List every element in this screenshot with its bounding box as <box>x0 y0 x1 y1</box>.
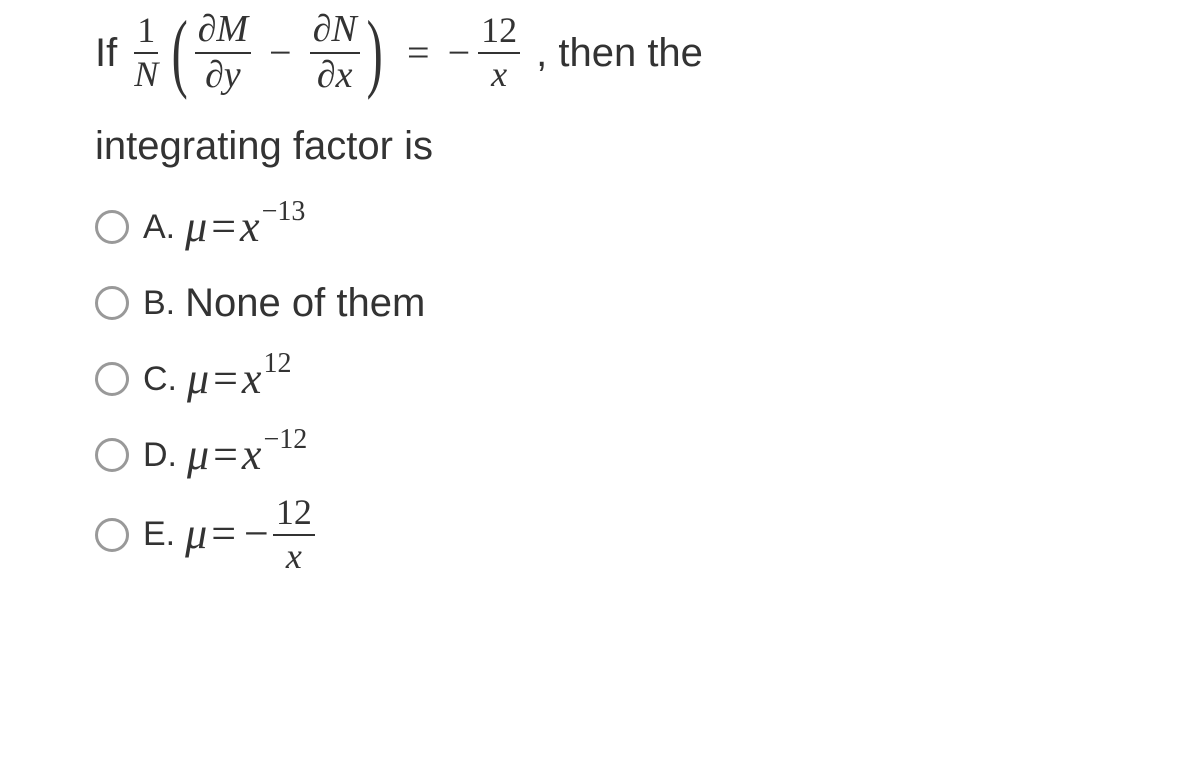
option-math: μ = x 12 <box>187 344 291 414</box>
option-e[interactable]: E. μ = − 12 x <box>95 494 1105 576</box>
option-math: μ = x −13 <box>185 192 305 262</box>
frac-num: ∂N <box>310 10 360 54</box>
question-block: If 1 N ( ∂M ∂y − ∂N ∂x ) = − 12 <box>95 10 1105 575</box>
radio-icon[interactable] <box>95 362 129 396</box>
option-math: μ = − 12 x <box>185 494 315 576</box>
option-letter: E. <box>143 507 175 561</box>
fraction-12-over-x: 12 x <box>478 12 520 94</box>
question-line-1: If 1 N ( ∂M ∂y − ∂N ∂x ) = − 12 <box>95 10 1105 96</box>
var-x: x <box>242 344 262 414</box>
frac-den: x <box>283 536 305 576</box>
frac-num: ∂M <box>195 10 251 54</box>
radio-icon[interactable] <box>95 210 129 244</box>
option-letter: D. <box>143 428 177 482</box>
frac-den: x <box>488 54 510 94</box>
partial-n-partial-x: ∂N ∂x <box>310 10 360 96</box>
options-list: A. μ = x −13 B. None of them C. μ = x 12 <box>95 190 1105 576</box>
option-d[interactable]: D. μ = x −12 <box>95 418 1105 492</box>
equals-sign: = <box>209 420 242 490</box>
frac-den: ∂y <box>202 54 244 96</box>
equals-sign: = <box>209 344 242 414</box>
paren-group: ( ∂M ∂y − ∂N ∂x ) <box>165 10 389 96</box>
radio-icon[interactable] <box>95 518 129 552</box>
radio-icon[interactable] <box>95 438 129 472</box>
then-label: , then the <box>536 21 703 85</box>
partial-m-partial-y: ∂M ∂y <box>195 10 251 96</box>
option-text: None of them <box>185 271 425 335</box>
right-paren: ) <box>366 18 382 88</box>
mu-symbol: μ <box>185 192 207 262</box>
paren-content: ∂M ∂y − ∂N ∂x <box>195 10 360 96</box>
mu-symbol: μ <box>187 420 209 490</box>
equals-sign: = <box>207 499 240 569</box>
exponent: −13 <box>262 190 306 235</box>
frac-den: N <box>131 54 161 94</box>
option-math: μ = x −12 <box>187 420 307 490</box>
equals-sign: = <box>207 192 240 262</box>
option-a[interactable]: A. μ = x −13 <box>95 190 1105 264</box>
question-line-2: integrating factor is <box>95 114 1105 178</box>
mu-symbol: μ <box>187 344 209 414</box>
option-c[interactable]: C. μ = x 12 <box>95 342 1105 416</box>
option-letter: C. <box>143 352 177 406</box>
minus-sign: − <box>265 21 296 85</box>
exponent: 12 <box>263 342 291 387</box>
negative-sign: − <box>240 499 273 569</box>
negative-sign: − <box>448 21 471 85</box>
left-paren: ( <box>172 18 188 88</box>
fraction-12-over-x: 12 x <box>273 494 315 576</box>
equals-sign: = <box>393 21 444 85</box>
option-b[interactable]: B. None of them <box>95 266 1105 340</box>
if-label: If <box>95 21 117 85</box>
mu-symbol: μ <box>185 499 207 569</box>
fraction-1-over-n: 1 N <box>131 12 161 94</box>
var-x: x <box>242 420 262 490</box>
option-letter: B. <box>143 276 175 330</box>
frac-den: ∂x <box>314 54 356 96</box>
frac-num: 12 <box>478 12 520 54</box>
var-x: x <box>240 192 260 262</box>
frac-num: 1 <box>134 12 158 54</box>
exponent: −12 <box>263 418 307 463</box>
frac-num: 12 <box>273 494 315 536</box>
option-letter: A. <box>143 200 175 254</box>
radio-icon[interactable] <box>95 286 129 320</box>
